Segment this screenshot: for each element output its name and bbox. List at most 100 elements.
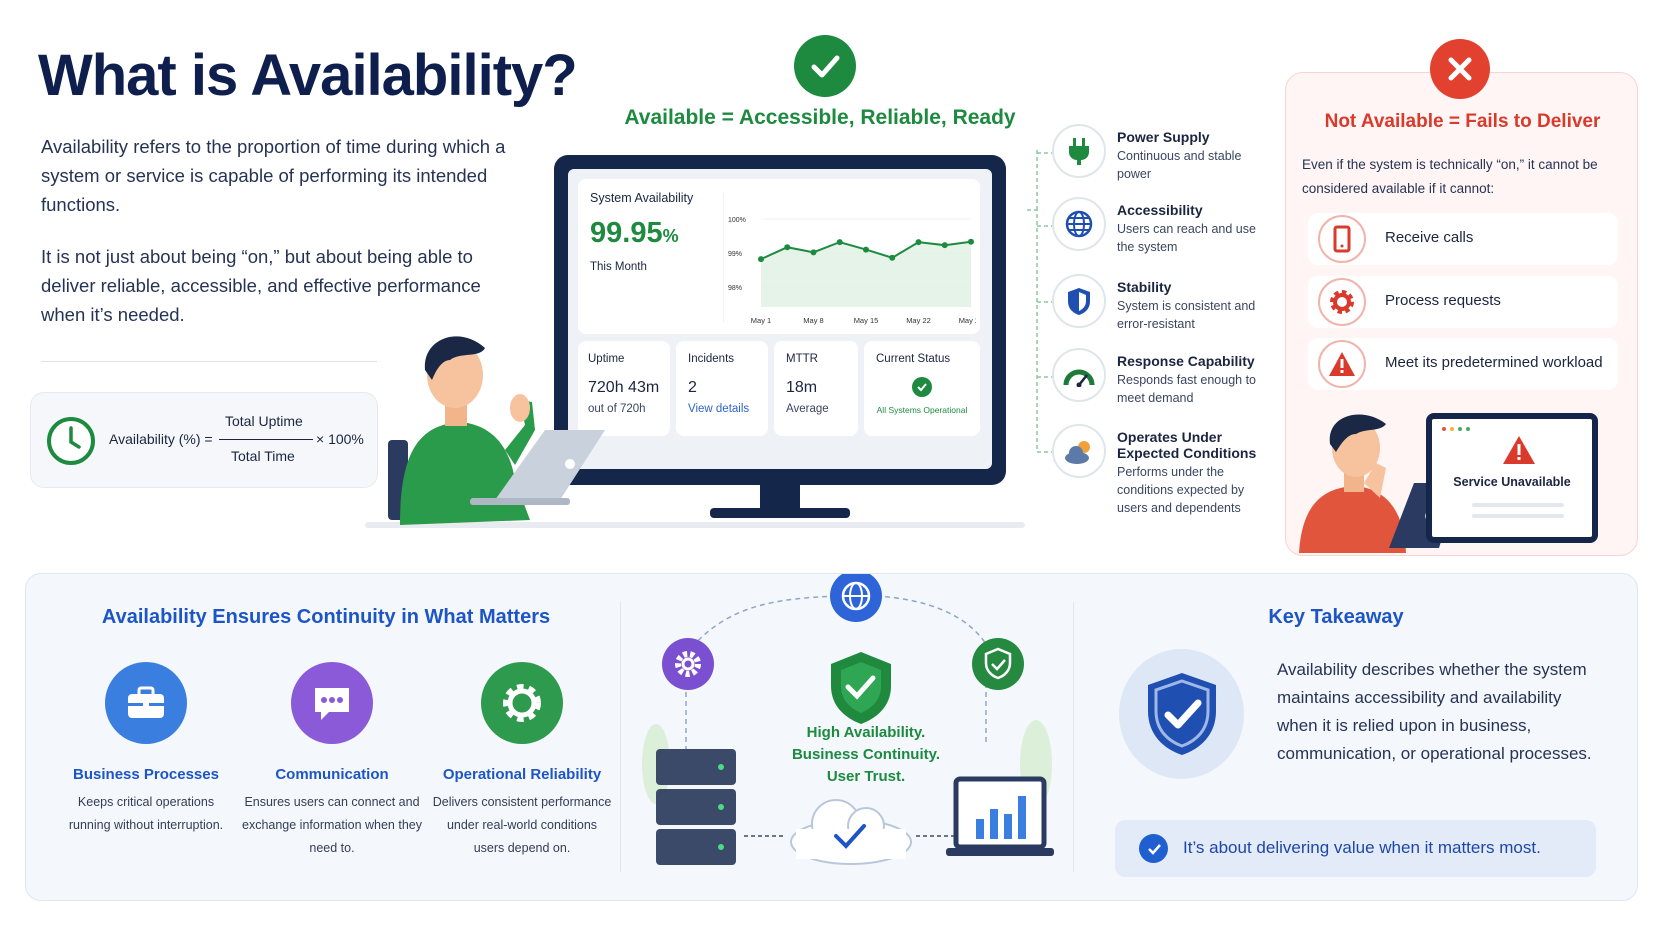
- feature-title: Power Supply: [1117, 129, 1210, 145]
- stat-uptime: Uptime 720h 43m out of 720h: [578, 341, 670, 436]
- desk: [365, 522, 1025, 528]
- data-point: [784, 244, 791, 251]
- not-available-heading: Not Available = Fails to Deliver: [1324, 111, 1601, 132]
- x-circle-icon: [1430, 39, 1490, 99]
- feature-description: Users can reach and use the system: [1117, 222, 1256, 254]
- feature-description: Responds fast enough to meet demand: [1117, 373, 1256, 405]
- stat-value: 2: [688, 379, 697, 396]
- y-tick-label: 100%: [728, 217, 746, 224]
- reason-label: Receive calls: [1385, 229, 1474, 246]
- takeaway-highlight-text: It’s about delivering value when it matt…: [1183, 838, 1541, 857]
- stat-label: Incidents: [688, 353, 735, 365]
- chat-icon: [291, 662, 373, 744]
- availability-unit: %: [662, 226, 679, 246]
- data-point: [863, 246, 869, 253]
- stat-label: Current Status: [876, 353, 951, 365]
- continuity-description: Keeps critical operations running withou…: [68, 795, 224, 832]
- stat-value: 720h 43m: [588, 379, 660, 396]
- continuity-heading: Availability Ensures Continuity in What …: [101, 606, 551, 628]
- check-circle-icon: [1139, 834, 1168, 863]
- monitor: System Availability 99.95% This Month 10…: [554, 155, 1006, 485]
- stat-sub: out of 720h: [588, 403, 646, 415]
- error-monitor: Service Unavailable: [1426, 413, 1598, 543]
- available-heading: Available = Accessible, Reliable, Ready: [624, 106, 1016, 129]
- gear-icon: [662, 638, 714, 690]
- gear-icon: [481, 662, 563, 744]
- continuity-title: Communication: [275, 766, 389, 783]
- shield-check-icon: [1119, 649, 1244, 779]
- continuity-title: Business Processes: [73, 766, 219, 783]
- feature-description: Continuous and stable power: [1117, 149, 1242, 181]
- monitor-base: [710, 508, 850, 518]
- shield-check-large-icon: [831, 652, 891, 724]
- feature-title: Stability: [1117, 279, 1172, 295]
- globe-icon: [1052, 197, 1106, 251]
- feature-title: Accessibility: [1117, 202, 1203, 218]
- takeaway-text: Availability describes whether the syste…: [1277, 660, 1592, 763]
- check-circle-icon: [794, 35, 856, 97]
- reason-process-requests: Process requests: [1308, 276, 1618, 328]
- data-point: [941, 242, 948, 249]
- bottom-panel: Availability Ensures Continuity in What …: [25, 573, 1638, 901]
- x-tick-label: May 8: [803, 316, 823, 325]
- area-fill: [761, 241, 971, 307]
- availability-line-chart: 100% 99% 98% May 1 May 8 May 15 May 22 May 29: [728, 217, 976, 325]
- status-check-icon: [912, 377, 932, 397]
- formula-multiplier: × 100%: [316, 431, 364, 447]
- view-details-link[interactable]: View details: [688, 403, 750, 415]
- reason-receive-calls: Receive calls: [1308, 213, 1618, 265]
- shield-check-small-icon: [972, 638, 1024, 690]
- gauge-icon: [1052, 348, 1106, 402]
- globe-icon: [830, 574, 882, 622]
- warning-icon: [1503, 436, 1535, 464]
- high-availability-diagram: [642, 574, 1054, 865]
- fraction-bar: [219, 439, 313, 440]
- x-tick-label: May 1: [751, 316, 771, 325]
- placeholder-line: [1472, 503, 1564, 507]
- not-available-intro: Even if the system is technically “on,” …: [1302, 157, 1598, 196]
- reason-workload: Meet its predetermined workload: [1308, 338, 1618, 390]
- divider: [41, 361, 377, 362]
- service-unavailable-text: Service Unavailable: [1453, 475, 1571, 489]
- clock-icon: [47, 417, 95, 465]
- availability-number: 99.95: [590, 217, 663, 249]
- continuity-item: Operational Reliability Delivers consist…: [432, 662, 612, 860]
- y-tick-label: 99%: [728, 251, 742, 258]
- x-tick-label: May 22: [906, 316, 931, 325]
- column-divider: [620, 602, 621, 872]
- cloud-check-icon: [790, 799, 912, 865]
- stat-current-status: Current Status All Systems Operational: [864, 341, 980, 436]
- reason-label: Process requests: [1385, 292, 1501, 309]
- availability-value: 99.95%: [590, 217, 679, 250]
- takeaway-heading: Key Takeaway: [1268, 606, 1404, 628]
- stat-label: Uptime: [588, 353, 625, 365]
- continuity-item: Communication Ensures users can connect …: [242, 662, 422, 860]
- not-available-card: Not Available = Fails to Deliver Even if…: [1285, 72, 1638, 556]
- laptop-chart-icon: [946, 776, 1054, 856]
- column-divider: [1073, 602, 1074, 872]
- y-tick-label: 98%: [728, 285, 742, 292]
- data-point: [758, 256, 764, 263]
- high-availability-caption: High Availability. Business Continuity. …: [791, 724, 941, 785]
- formula-label: Availability (%) =: [109, 431, 213, 447]
- formula-denominator: Total Time: [231, 448, 295, 464]
- plug-icon: [1052, 124, 1106, 178]
- shield-icon: [1052, 274, 1106, 328]
- feature-description: System is consistent and error-resistant: [1117, 299, 1256, 331]
- server-rack-icon: [656, 749, 736, 865]
- person-with-laptop-illustration: [388, 336, 605, 525]
- phone-icon: [1318, 215, 1366, 263]
- warning-icon: [1318, 340, 1366, 388]
- continuity-description: Delivers consistent performance under re…: [432, 795, 612, 855]
- monitor-stand: [760, 485, 800, 509]
- window-dots-icon: [1442, 427, 1470, 431]
- page-title: What is Availability?: [38, 43, 578, 108]
- takeaway-highlight: It’s about delivering value when it matt…: [1115, 820, 1596, 877]
- availability-card: System Availability 99.95% This Month 10…: [578, 179, 980, 334]
- data-point: [968, 238, 974, 245]
- reason-label: Meet its predetermined workload: [1385, 354, 1603, 371]
- system-availability-label: System Availability: [590, 191, 694, 205]
- status-text: All Systems Operational: [876, 405, 968, 415]
- placeholder-line: [1472, 514, 1564, 518]
- stat-sub: Average: [786, 403, 829, 415]
